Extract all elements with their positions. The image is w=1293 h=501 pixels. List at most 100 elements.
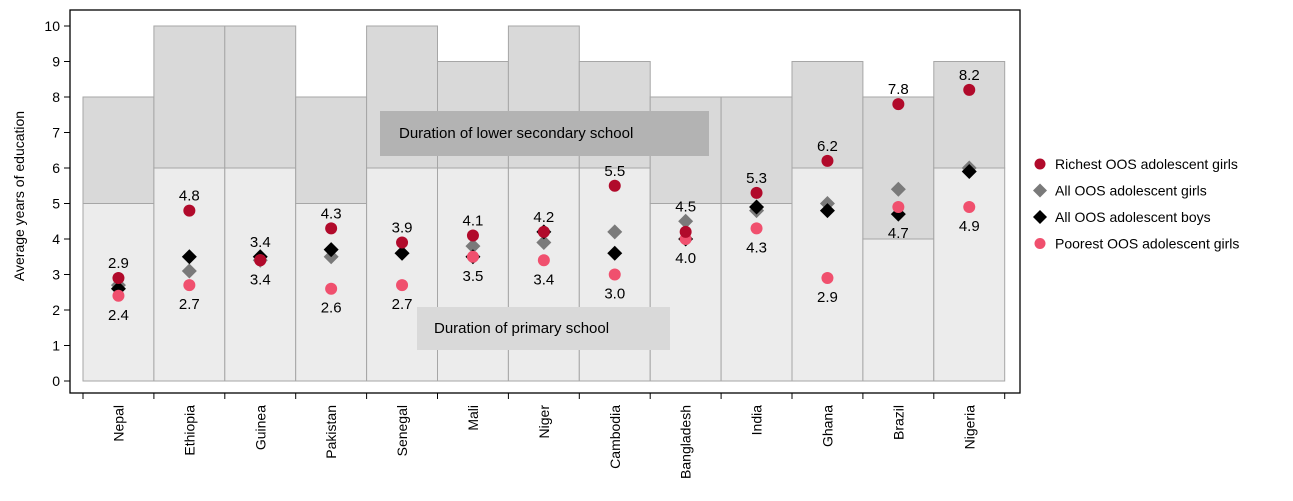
data-label-above-senegal: 3.9	[392, 220, 413, 237]
data-label-above-cambodia: 5.5	[604, 163, 625, 180]
lower-secondary-label: Duration of lower secondary school	[399, 125, 633, 142]
x-tick-label-niger: Niger	[536, 405, 552, 439]
marker-poorest-oos-adolescent-girls-ethiopia	[183, 279, 196, 292]
x-tick-label-senegal: Senegal	[394, 405, 410, 456]
marker-poorest-oos-adolescent-girls-cambodia	[608, 268, 621, 281]
data-label-below-ethiopia: 2.7	[179, 296, 200, 313]
data-label-above-brazil: 7.8	[888, 81, 909, 98]
y-tick-label-10: 10	[44, 18, 60, 34]
marker-richest-oos-adolescent-girls-niger	[537, 225, 550, 238]
marker-richest-oos-adolescent-girls-senegal	[396, 236, 409, 249]
legend-marker-all-oos-adolescent-girls	[1033, 183, 1047, 198]
marker-all-oos-adolescent-girls-bangladesh	[678, 213, 694, 229]
marker-richest-oos-adolescent-girls-pakistan	[325, 222, 338, 235]
marker-richest-oos-adolescent-girls-ghana	[821, 154, 834, 167]
y-tick-label-8: 8	[52, 89, 60, 105]
data-label-below-india: 4.3	[746, 239, 767, 256]
data-label-below-nepal: 2.4	[108, 307, 129, 324]
data-label-below-nigeria: 4.9	[959, 218, 980, 235]
secondary-band-pakistan	[295, 96, 368, 204]
marker-poorest-oos-adolescent-girls-brazil	[892, 201, 905, 214]
primary-band-guinea	[224, 167, 297, 382]
data-label-below-bangladesh: 4.0	[675, 250, 696, 267]
x-tick-label-pakistan: Pakistan	[323, 405, 339, 459]
data-label-above-nigeria: 8.2	[959, 67, 980, 84]
primary-label-box	[417, 307, 670, 350]
legend-marker-all-oos-adolescent-boys	[1033, 210, 1047, 224]
y-tick-label-4: 4	[52, 231, 60, 247]
marker-all-oos-adolescent-girls-ethiopia	[181, 263, 197, 279]
data-label-below-niger: 3.4	[533, 271, 554, 288]
secondary-band-guinea	[224, 25, 297, 169]
legend-marker-poorest-oos-adolescent-girls	[1034, 238, 1046, 249]
marker-richest-oos-adolescent-girls-ethiopia	[183, 204, 196, 217]
x-tick-label-nepal: Nepal	[110, 405, 126, 442]
data-label-below-cambodia: 3.0	[604, 286, 625, 303]
marker-poorest-oos-adolescent-girls-pakistan	[325, 282, 338, 295]
data-label-above-india: 5.3	[746, 170, 767, 187]
marker-all-oos-adolescent-boys-cambodia	[607, 245, 623, 261]
marker-poorest-oos-adolescent-girls-nepal	[112, 289, 125, 302]
legend: Richest OOS adolescent girls All OOS adol…	[1033, 156, 1239, 252]
marker-all-oos-adolescent-girls-cambodia	[607, 224, 623, 240]
marker-all-oos-adolescent-boys-ghana	[819, 203, 835, 219]
marker-poorest-oos-adolescent-girls-senegal	[396, 279, 409, 292]
y-tick-label-7: 7	[52, 125, 60, 141]
legend-label-poorest-oos-adolescent-girls: Poorest OOS adolescent girls	[1055, 236, 1239, 252]
x-tick-label-ghana: Ghana	[819, 405, 835, 447]
data-label-below-senegal: 2.7	[392, 296, 413, 313]
x-tick-label-mali: Mali	[465, 405, 481, 431]
marker-richest-oos-adolescent-girls-cambodia	[608, 179, 621, 192]
x-tick-label-india: India	[749, 405, 765, 436]
y-tick-label-2: 2	[52, 302, 60, 318]
secondary-band-nigeria	[933, 61, 1006, 169]
marker-richest-oos-adolescent-girls-bangladesh	[679, 225, 692, 238]
x-tick-label-nigeria: Nigeria	[961, 405, 977, 450]
marker-richest-oos-adolescent-girls-mali	[466, 229, 479, 242]
legend-label-richest-oos-adolescent-girls: Richest OOS adolescent girls	[1055, 156, 1238, 172]
x-tick-label-guinea: Guinea	[252, 405, 268, 450]
marker-all-oos-adolescent-boys-ethiopia	[181, 249, 197, 265]
x-tick-label-bangladesh: Bangladesh	[678, 405, 694, 479]
marker-all-oos-adolescent-girls-niger	[536, 235, 552, 251]
x-tick-label-ethiopia: Ethiopia	[181, 405, 197, 456]
primary-band-nigeria	[933, 167, 1006, 382]
marker-poorest-oos-adolescent-girls-ghana	[821, 272, 834, 285]
y-tick-label-6: 6	[52, 160, 60, 176]
data-labels: 2.9 4.8 3.4 4.3 3.9 4.1 4.2 5.5 4.5 5.3 6.2 7.8 8.2 2…	[108, 67, 980, 324]
secondary-band-nepal	[82, 96, 155, 204]
y-tick-label-9: 9	[52, 54, 60, 70]
marker-richest-oos-adolescent-girls-nigeria	[963, 83, 976, 96]
marker-all-oos-adolescent-boys-pakistan	[323, 242, 339, 258]
secondary-band-ghana	[791, 61, 864, 169]
marker-poorest-oos-adolescent-girls-nigeria	[963, 201, 976, 214]
marker-richest-oos-adolescent-girls-brazil	[892, 98, 905, 111]
y-tick-label-1: 1	[52, 338, 60, 354]
marker-all-oos-adolescent-boys-india	[749, 199, 765, 215]
marker-richest-oos-adolescent-girls-guinea	[254, 254, 267, 267]
legend-marker-richest-oos-adolescent-girls	[1034, 158, 1046, 170]
x-tick-label-cambodia: Cambodia	[607, 405, 623, 469]
y-tick-label-0: 0	[52, 373, 60, 389]
duration-label-boxes: Duration of lower secondary school Durat…	[380, 111, 709, 350]
plot-frame	[69, 9, 1021, 394]
x-tick-label-brazil: Brazil	[890, 405, 906, 440]
marker-poorest-oos-adolescent-girls-mali	[466, 250, 479, 263]
y-axis-title: Average years of education	[11, 111, 27, 281]
marker-all-oos-adolescent-boys-senegal	[394, 245, 410, 261]
data-label-below-brazil: 4.7	[888, 225, 909, 242]
data-label-above-guinea: 3.4	[250, 234, 271, 251]
y-tick-label-3: 3	[52, 267, 60, 283]
data-label-below-mali: 3.5	[463, 268, 484, 285]
data-markers	[110, 83, 977, 302]
primary-label: Duration of primary school	[434, 320, 609, 337]
marker-all-oos-adolescent-girls-brazil	[890, 181, 906, 197]
data-label-above-ghana: 6.2	[817, 138, 838, 155]
legend-label-all-oos-adolescent-girls: All OOS adolescent girls	[1055, 183, 1207, 199]
data-label-above-ethiopia: 4.8	[179, 188, 200, 205]
data-label-below-ghana: 2.9	[817, 289, 838, 306]
marker-poorest-oos-adolescent-girls-niger	[537, 254, 550, 267]
data-label-above-mali: 4.1	[463, 212, 484, 229]
y-tick-label-5: 5	[52, 196, 60, 212]
